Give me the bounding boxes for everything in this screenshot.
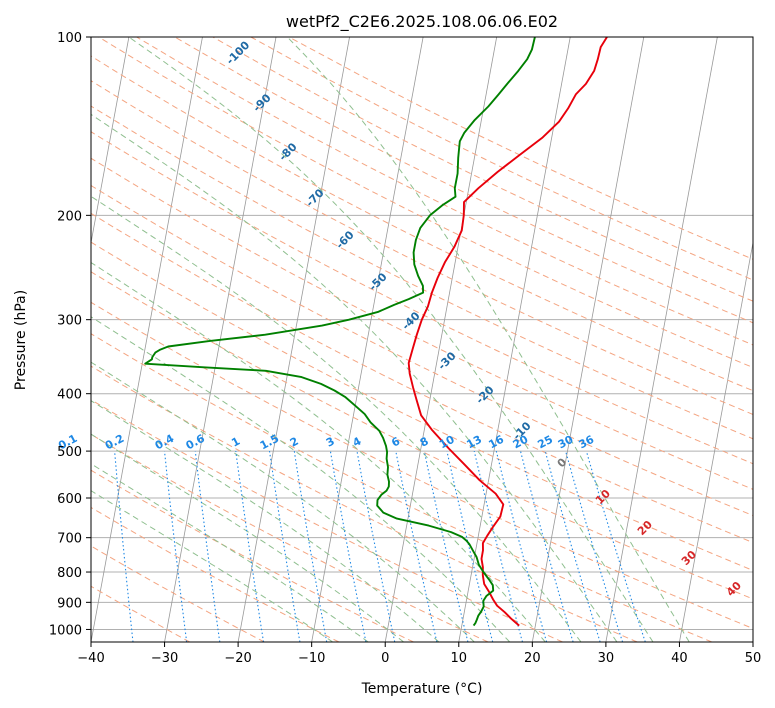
dry-adiabat-line xyxy=(91,469,414,642)
dry-adiabat-line xyxy=(91,333,712,642)
dry-adiabat-line xyxy=(91,433,489,642)
mixing-ratio-line xyxy=(423,450,469,642)
x-tick-label: −30 xyxy=(151,651,178,666)
plot-frame xyxy=(90,36,754,643)
y-tick-label: 400 xyxy=(57,388,82,403)
moist-adiabat-line xyxy=(91,463,369,642)
isotherm-line xyxy=(752,639,753,642)
mixing-ratio-label: 30 xyxy=(556,433,576,452)
x-tick-label: −10 xyxy=(298,651,325,666)
x-tick-label: 50 xyxy=(745,651,762,666)
mixing-ratio-line xyxy=(495,450,548,642)
plot-background xyxy=(91,37,753,642)
moist-adiabat-line xyxy=(91,195,582,642)
x-tick-label: −40 xyxy=(77,651,104,666)
dry-adiabat-line xyxy=(91,105,753,440)
dry-adiabat-line xyxy=(91,301,753,630)
isotherm-line xyxy=(679,240,753,642)
y-tick-label: 100 xyxy=(57,31,82,46)
isotherm-line xyxy=(458,37,571,642)
mixing-ratio-line xyxy=(356,451,396,642)
mixing-ratio-line xyxy=(565,450,624,642)
x-tick-label: 20 xyxy=(524,651,541,666)
x-tick-label: 30 xyxy=(598,651,615,666)
y-tick-label: 300 xyxy=(57,314,82,329)
y-tick-label: 500 xyxy=(57,445,82,460)
isotherm-line xyxy=(91,37,203,642)
dry-adiabat-line xyxy=(91,365,638,642)
x-tick-label: 10 xyxy=(451,651,468,666)
y-tick-label: 900 xyxy=(57,596,82,611)
y-tick-label: 600 xyxy=(57,492,82,507)
dry-adiabat-line xyxy=(98,37,753,369)
y-tick-label: 700 xyxy=(57,532,82,547)
y-tick-label: 200 xyxy=(57,209,82,224)
dry-adiabat-line xyxy=(91,399,563,642)
moist-adiabat-line xyxy=(128,37,654,642)
isotherm-line xyxy=(384,37,498,642)
dewpoint-profile-line xyxy=(144,37,536,627)
isotherm-line xyxy=(311,37,424,642)
series-group xyxy=(144,37,608,627)
mixing-ratio-line xyxy=(235,451,265,642)
dry-adiabat-line xyxy=(91,212,753,544)
x-tick-label: 40 xyxy=(671,651,688,666)
x-tick-label: 0 xyxy=(381,651,389,666)
y-tick-label: 800 xyxy=(57,566,82,581)
mixing-ratio-line xyxy=(395,450,438,642)
mixing-ratio-line xyxy=(473,450,524,642)
mixing-ratio-label: 16 xyxy=(486,433,506,452)
dry-adiabat-line xyxy=(136,37,753,346)
mixing-ratio-label: 10 xyxy=(437,433,457,452)
isotherm-line xyxy=(237,37,350,642)
dry-adiabat-line xyxy=(212,37,753,302)
moist-adiabat-line xyxy=(91,400,440,642)
mixing-ratio-line xyxy=(194,451,221,642)
plot-area xyxy=(91,37,753,642)
mixing-ratio-label: 20 xyxy=(511,433,531,452)
mixing-ratio-line xyxy=(163,451,188,642)
x-axis-ticks: −40 −30 −20 −10 0 10 20 30 40 50 xyxy=(77,642,761,666)
x-axis-title: Temperature (°C) xyxy=(361,681,483,697)
moist-adiabat-line xyxy=(91,361,475,642)
dry-adiabat-line xyxy=(91,80,753,415)
mixing-ratio-line xyxy=(519,450,574,642)
mixing-ratio-label: 13 xyxy=(464,433,484,452)
isotherm-line xyxy=(605,37,718,642)
mixing-ratio-line xyxy=(544,450,601,642)
mixing-ratio-line xyxy=(585,450,646,642)
x-tick-label: −20 xyxy=(224,651,251,666)
temperature-profile-line xyxy=(407,37,608,627)
isotherm-line xyxy=(91,37,130,245)
dry-adiabat-line xyxy=(91,184,753,517)
mixing-ratio-line xyxy=(446,450,494,642)
mixing-ratio-line xyxy=(114,451,134,642)
plot-border xyxy=(90,36,754,643)
mixing-ratio-label: 25 xyxy=(535,433,555,452)
moist-adiabat-line xyxy=(91,261,546,642)
chart-title: wetPf2_C2E6.2025.108.06.06.E02 xyxy=(286,12,558,32)
mixing-ratio-label: 36 xyxy=(577,433,597,452)
isotherm-line xyxy=(531,37,645,642)
y-tick-label: 1000 xyxy=(49,623,82,638)
y-axis-ticks: 100 200 300 400 500 600 700 800 900 1000 xyxy=(49,31,91,638)
dry-adiabat-line xyxy=(91,506,340,642)
y-axis-title: Pressure (hPa) xyxy=(13,290,29,390)
moist-adiabat-line xyxy=(91,433,404,642)
